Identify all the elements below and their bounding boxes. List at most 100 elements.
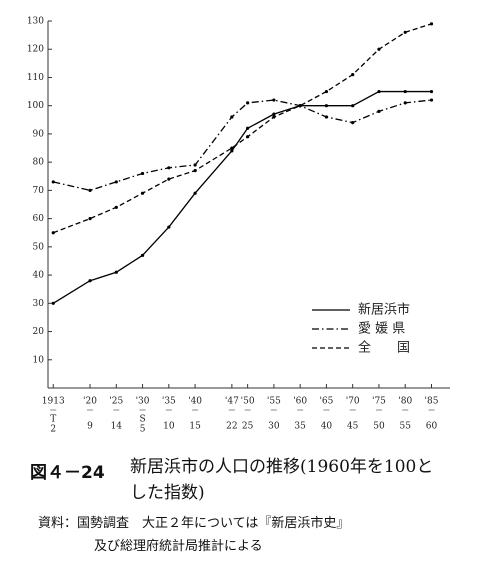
data-point	[403, 101, 407, 105]
data-point	[272, 98, 276, 102]
data-point	[429, 89, 434, 94]
era-year: 60	[426, 422, 438, 432]
y-tick-label: 100	[27, 101, 44, 111]
data-point	[193, 191, 197, 195]
data-point	[246, 135, 250, 139]
y-tick-label: 30	[33, 299, 45, 309]
data-point	[51, 180, 55, 184]
era-year: 30	[268, 422, 280, 432]
x-tick-label: '47	[225, 397, 239, 407]
era-year: 5	[140, 425, 146, 435]
data-point	[429, 98, 434, 102]
data-point	[324, 104, 329, 108]
data-point	[193, 163, 197, 167]
x-tick-label: '25	[109, 397, 123, 407]
data-point	[246, 101, 250, 105]
data-point	[88, 188, 92, 192]
y-tick-label: 110	[27, 73, 44, 83]
data-point	[51, 301, 55, 305]
x-tick-label: '65	[319, 397, 333, 407]
data-point	[272, 112, 276, 116]
data-point	[193, 169, 197, 173]
data-point	[324, 115, 329, 119]
data-point	[114, 180, 118, 184]
era-year: 45	[347, 422, 359, 432]
data-point	[230, 146, 234, 150]
legend-label: 新居浜市	[358, 302, 410, 318]
data-point	[377, 47, 381, 51]
data-point	[377, 89, 381, 94]
series-line	[52, 90, 432, 304]
data-point	[351, 73, 355, 77]
y-tick-label: 130	[27, 17, 44, 27]
legend-label: 愛 媛 県	[358, 322, 405, 337]
figure-label: 図４－24	[30, 463, 105, 483]
source: 資料：国勢調査 大正２年については『新居浜市史』 及び総理府統計局推計による	[30, 512, 470, 554]
data-point	[403, 30, 407, 34]
data-point	[403, 89, 407, 94]
era-year: 15	[189, 422, 201, 432]
data-point	[51, 231, 55, 235]
data-point	[351, 104, 355, 108]
x-tick-label: '50	[241, 397, 255, 407]
source-line: 及び総理府統計局推計による	[94, 539, 263, 554]
data-point	[246, 126, 250, 130]
data-point	[324, 89, 329, 94]
x-tick-label: '20	[83, 397, 97, 407]
data-point	[88, 279, 92, 283]
y-tick-label: 40	[33, 271, 45, 281]
caption-line: 図４－24 新居浜市の人口の推移(1960年を100とした指数)	[30, 457, 470, 506]
y-tick-label: 90	[33, 129, 45, 139]
y-tick-label: 50	[33, 242, 45, 252]
data-point	[351, 121, 355, 125]
data-point	[140, 171, 145, 176]
era-year: 55	[400, 422, 412, 432]
caption: 図４－24 新居浜市の人口の推移(1960年を100とした指数) 資料：国勢調査…	[30, 457, 470, 554]
data-point	[114, 205, 118, 209]
era-name: S	[139, 415, 145, 425]
era-year: 14	[111, 422, 123, 432]
x-tick-label: '60	[293, 397, 307, 407]
data-point	[298, 104, 302, 108]
era-year: 10	[163, 422, 175, 432]
data-point	[88, 217, 92, 221]
x-tick-label: 1913	[42, 397, 65, 407]
y-tick-label: 10	[33, 355, 45, 365]
series-line	[53, 99, 432, 192]
data-point	[167, 177, 171, 181]
era-year: 22	[226, 422, 237, 432]
y-tick-label: 80	[33, 158, 45, 168]
chart: 10 20 30 40 50 60 70 80 90 100 110 120 130 1913 T2 '20 9…	[27, 17, 450, 435]
data-point	[272, 115, 276, 119]
x-tick-label: '85	[425, 397, 439, 407]
era-year: 9	[87, 422, 93, 432]
y-tick-label: 20	[33, 327, 45, 337]
data-point	[429, 22, 434, 26]
legend-label: 全 国	[358, 340, 410, 356]
chart-title: 新居浜市の人口の推移(1960年を100とした指数)	[130, 457, 434, 503]
x-tick-label: '75	[372, 397, 386, 407]
data-point	[167, 225, 171, 229]
series-line	[53, 23, 432, 234]
data-point	[114, 270, 118, 274]
source-line: 資料：国勢調査 大正２年については『新居浜市史』	[38, 516, 350, 531]
x-tick-label: '30	[136, 397, 150, 407]
era-year: 35	[294, 422, 306, 432]
x-tick-label: '35	[162, 397, 176, 407]
x-tick-label: '70	[346, 397, 360, 407]
data-point	[377, 109, 381, 113]
era-year: 25	[242, 422, 254, 432]
data-point	[140, 191, 145, 195]
x-tick-label: '55	[267, 397, 281, 407]
y-tick-label: 60	[33, 214, 45, 224]
era-year: 2	[50, 425, 56, 435]
data-point	[167, 166, 171, 170]
data-point	[230, 115, 234, 119]
data-point	[230, 149, 234, 153]
x-tick-label: '80	[398, 397, 412, 407]
era-year: 40	[321, 422, 333, 432]
y-tick-label: 120	[27, 45, 44, 55]
y-tick-label: 70	[33, 186, 45, 196]
x-tick-label: '40	[188, 397, 202, 407]
